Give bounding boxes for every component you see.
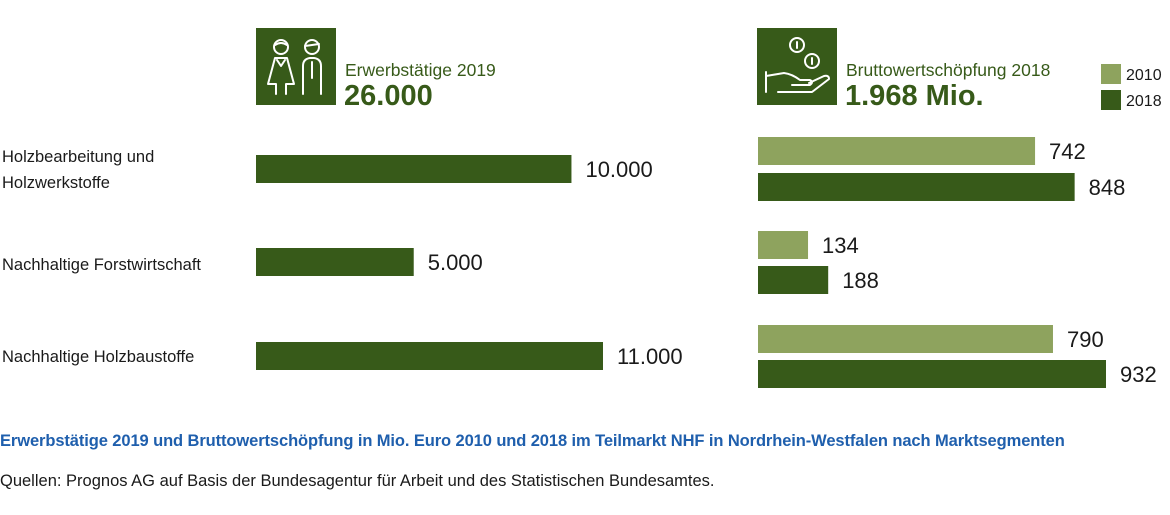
bar-gva-2018 <box>758 173 1075 201</box>
value-label-gva-2018: 848 <box>1089 175 1126 200</box>
hand-coins-icon <box>757 28 837 105</box>
value-label-gva-2010: 134 <box>822 233 859 258</box>
legend-label-2018: 2018 <box>1126 93 1162 110</box>
value-label-gva-2010: 742 <box>1049 139 1086 164</box>
category-label: Holzbearbeitung und <box>2 148 154 166</box>
bar-gva-2010 <box>758 137 1036 165</box>
value-label-gva-2018: 932 <box>1120 362 1157 387</box>
bar-gva-2010 <box>758 231 809 259</box>
header-value-gva: 1.968 Mio. <box>845 80 984 112</box>
source-note: Quellen: Prognos AG auf Basis der Bundes… <box>0 472 715 490</box>
legend-swatch-2010 <box>1101 64 1121 84</box>
header-value-employed: 26.000 <box>344 80 433 112</box>
people-icon <box>256 28 336 105</box>
bar-employed <box>256 155 572 183</box>
header-label-employed: Erwerbstätige 2019 <box>345 60 496 80</box>
value-label-employed: 10.000 <box>585 157 652 182</box>
value-label-gva-2010: 790 <box>1067 327 1104 352</box>
legend-label-2010: 2010 <box>1126 67 1162 84</box>
header-label-gva: Bruttowertschöpfung 2018 <box>846 60 1050 80</box>
category-label: Nachhaltige Holzbaustoffe <box>2 348 194 366</box>
bar-gva-2018 <box>758 266 829 294</box>
category-label: Nachhaltige Forstwirtschaft <box>2 256 201 274</box>
value-label-gva-2018: 188 <box>842 268 879 293</box>
bar-employed <box>256 342 603 370</box>
legend-swatch-2018 <box>1101 90 1121 110</box>
bar-gva-2018 <box>758 360 1106 388</box>
category-label: Holzwerkstoffe <box>2 174 110 192</box>
value-label-employed: 5.000 <box>428 250 483 275</box>
bar-gva-2010 <box>758 325 1053 353</box>
value-label-employed: 11.000 <box>617 344 683 369</box>
bar-employed <box>256 248 414 276</box>
chart-caption: Erwerbstätige 2019 und Bruttowertschöpfu… <box>0 432 1065 450</box>
